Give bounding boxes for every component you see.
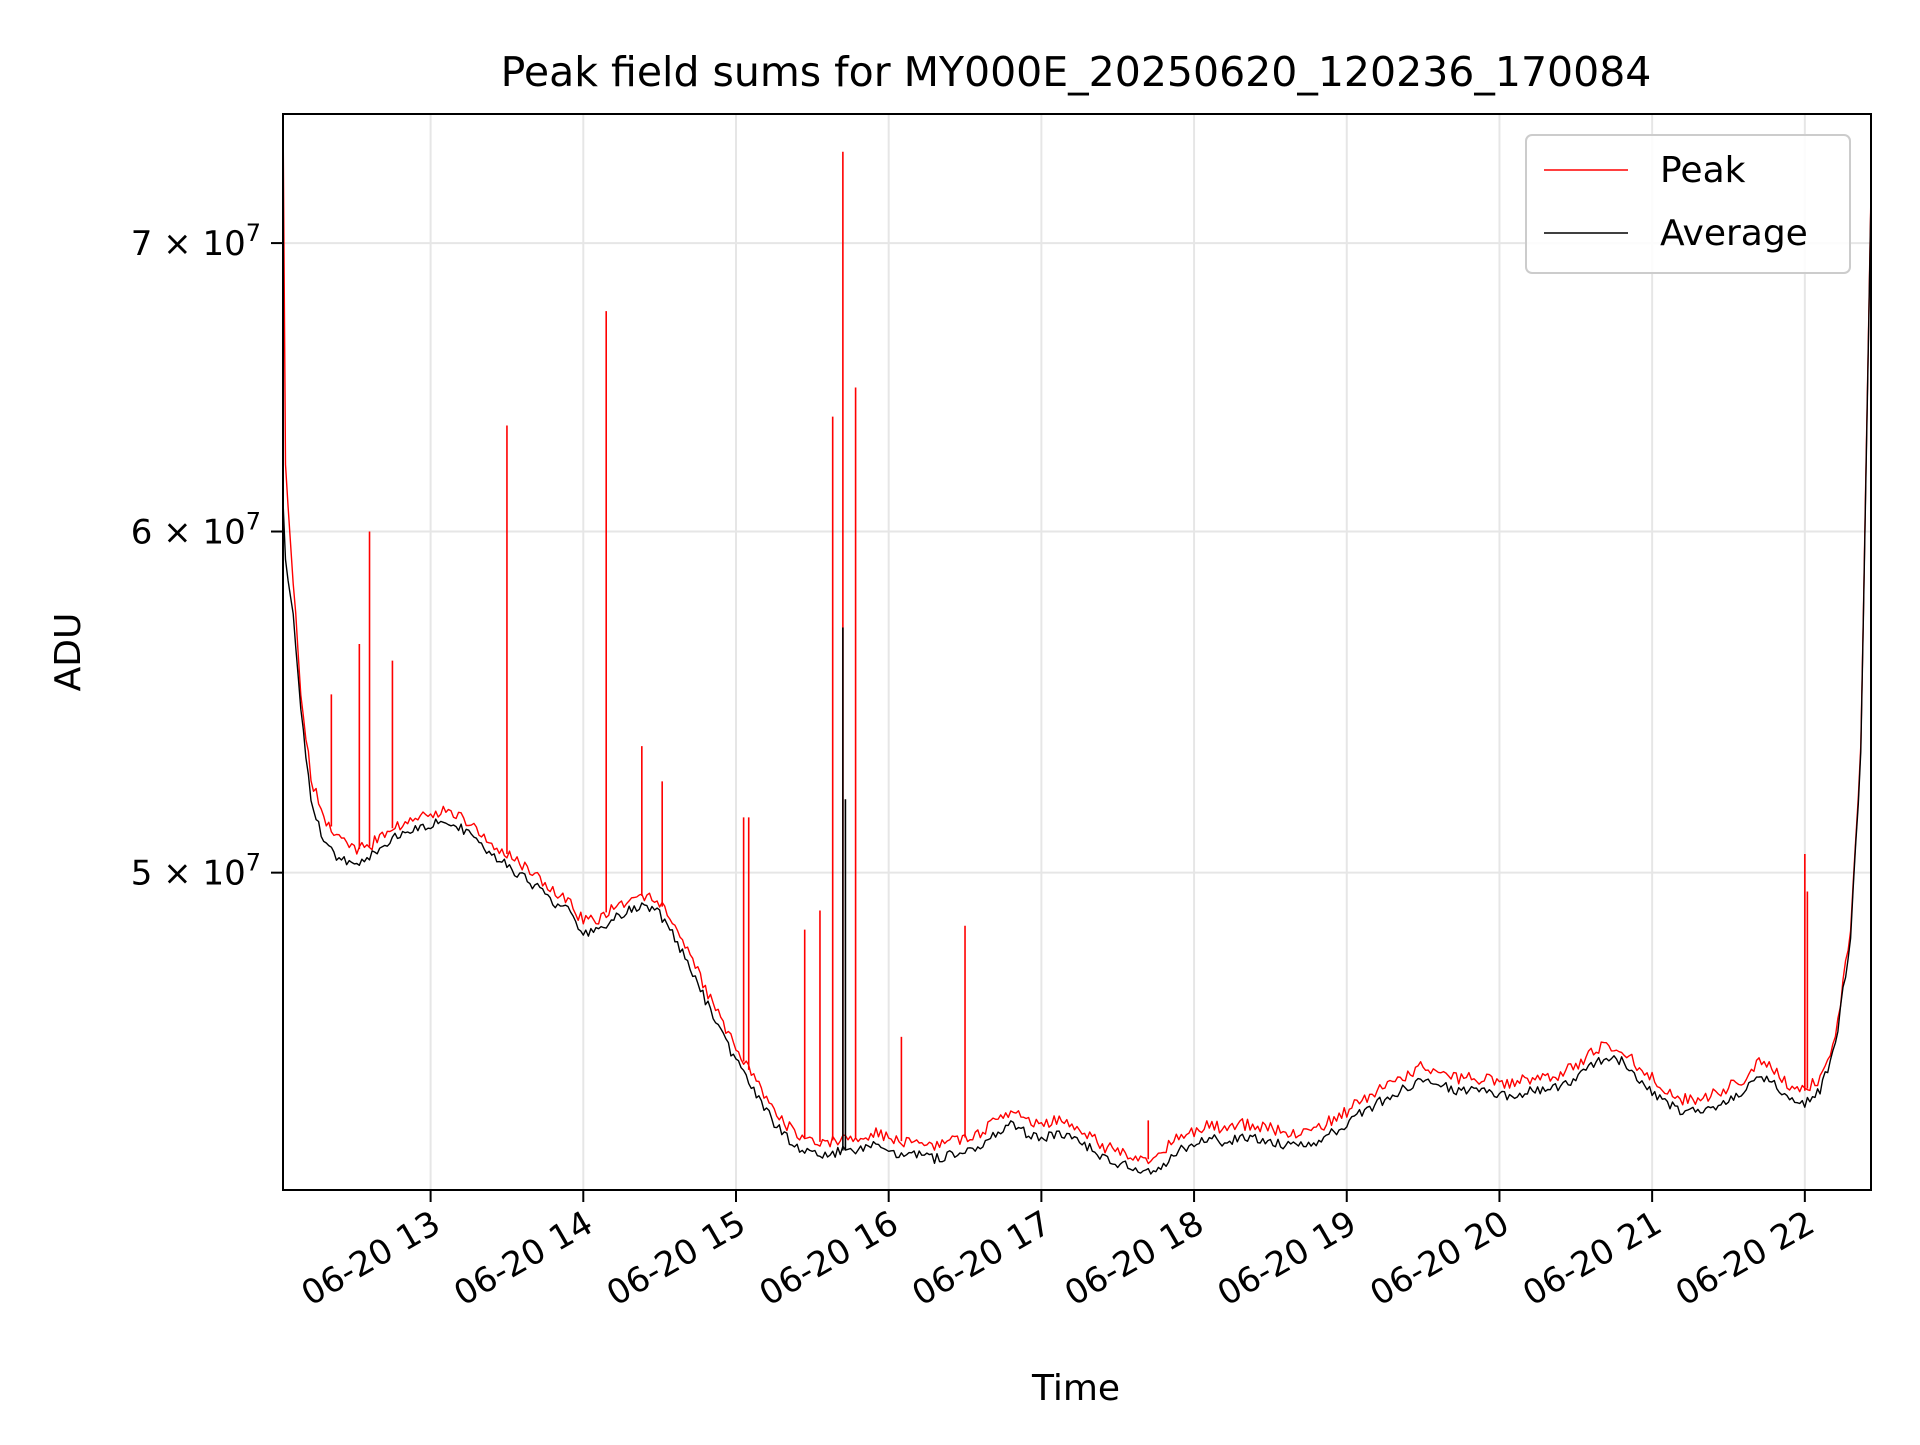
average-series [283, 195, 1871, 1175]
y-tick-label: 6 × 107 [131, 508, 261, 553]
plot-frame [282, 113, 1872, 1191]
legend-label-peak: Peak [1660, 150, 1746, 191]
peak-line [283, 114, 1871, 1165]
y-axis: 5 × 107 6 × 107 7 × 107 [131, 219, 283, 894]
plot-area [283, 114, 1871, 1175]
y-axis-label: ADU [48, 613, 89, 692]
chart-title: Peak field sums for MY000E_20250620_1202… [501, 48, 1652, 96]
x-axis-label: Time [1031, 1368, 1120, 1409]
y-tick-label: 5 × 107 [131, 849, 261, 894]
legend-label-average: Average [1660, 213, 1808, 254]
legend: Peak Average [1525, 134, 1851, 274]
average-line [283, 195, 1871, 1175]
y-tick-label: 7 × 107 [131, 219, 261, 264]
